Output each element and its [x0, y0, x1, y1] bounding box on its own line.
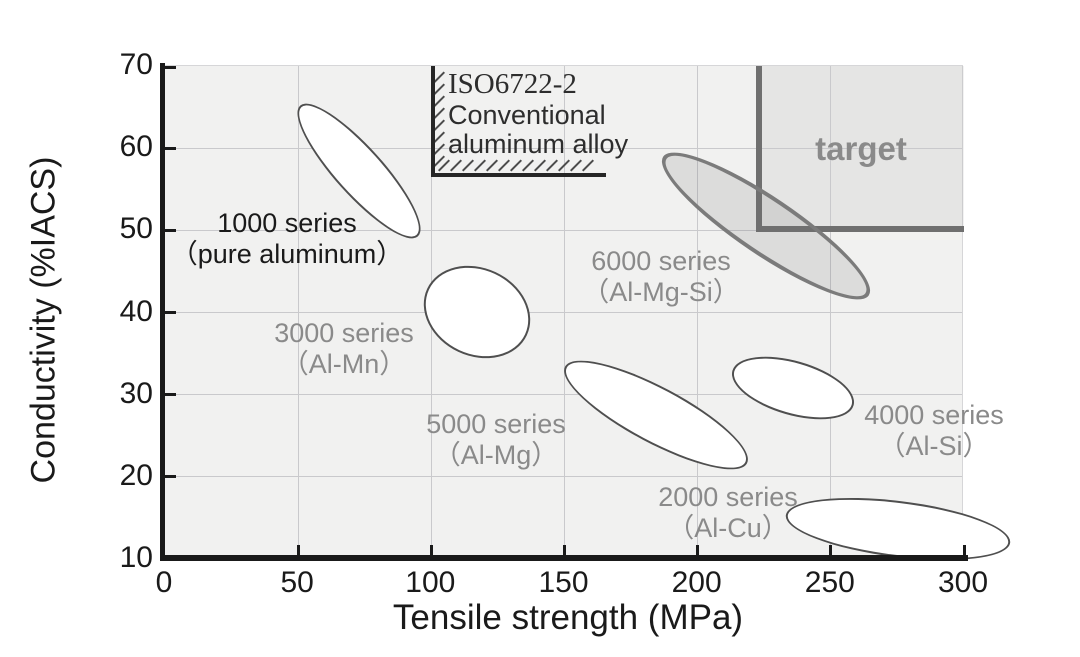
y-tick-label-50: 50	[119, 212, 153, 246]
region-label-6000: 6000 series （Al-Mg-Si）	[582, 246, 740, 308]
y-tick-label-10: 10	[119, 541, 153, 574]
iso-hatch-stroke	[473, 159, 487, 172]
gridline-x-50	[297, 66, 299, 557]
iso-hatch-stroke	[581, 159, 595, 172]
x-tick-label-50: 50	[280, 566, 314, 599]
y-tick-label-70: 70	[119, 48, 153, 81]
x-axis-title: Tensile strength (MPa)	[392, 598, 744, 637]
region-label-2000-name: 2000 series	[658, 482, 798, 512]
x-tick-label-150: 150	[538, 566, 589, 599]
region-label-4000: 4000 series （Al-Si）	[864, 400, 1004, 462]
region-label-6000-name: 6000 series	[591, 246, 731, 276]
gridline-y-40	[165, 312, 962, 313]
x-tick-label-100: 100	[405, 566, 456, 599]
y-tick-20	[165, 475, 176, 479]
gridline-y-50	[165, 229, 962, 231]
iso-hatch-stroke	[485, 159, 499, 172]
iso-corner-vline	[431, 66, 435, 177]
gridline-x-150	[564, 66, 565, 557]
x-tick-100	[429, 545, 433, 557]
iso-hatch-stroke	[533, 159, 547, 172]
region-label-4000-name: 4000 series	[864, 400, 1004, 430]
gridline-x-250	[830, 66, 832, 557]
target-corner-hline	[756, 226, 964, 232]
region-label-1000: 1000 series （pure aluminum）	[171, 208, 404, 270]
iso-hatch-stroke	[497, 159, 511, 172]
target-corner-vline	[756, 66, 762, 232]
target-region-fill	[759, 66, 964, 229]
region-label-1000-name: 1000 series	[217, 208, 357, 238]
region-label-2000-composition: （Al-Cu）	[667, 513, 789, 543]
region-label-3000-name: 3000 series	[274, 318, 414, 348]
x-tick-label-250: 250	[804, 566, 855, 599]
y-tick-label-60: 60	[119, 130, 153, 164]
target-label: target	[815, 130, 907, 167]
x-tick-label-200: 200	[671, 566, 722, 599]
y-tick-label-20: 20	[119, 458, 153, 492]
gridline-y-30	[165, 394, 962, 396]
plot-canvas: target ISO6722-2 Conventional aluminum a…	[165, 66, 1014, 571]
gridline-x-200	[697, 66, 699, 557]
iso-annotation-line3: aluminum alloy	[448, 129, 629, 159]
region-label-3000-composition: （Al-Mn）	[281, 349, 407, 379]
region-ellipse-5000	[551, 341, 761, 489]
y-tick-60	[165, 146, 176, 150]
y-tick-30	[165, 393, 176, 397]
region-label-3000: 3000 series （Al-Mn）	[274, 318, 414, 380]
y-tick-label-30: 30	[119, 376, 153, 410]
iso-annotation-line2: Conventional	[448, 100, 606, 130]
x-tick-300	[962, 545, 966, 557]
region-label-2000: 2000 series （Al-Cu）	[658, 482, 798, 544]
y-axis-line	[160, 63, 165, 561]
iso-corner-hline	[431, 173, 606, 177]
x-tick-50	[296, 545, 300, 557]
y-tick-label-40: 40	[119, 294, 153, 328]
region-label-6000-composition: （Al-Mg-Si）	[582, 277, 740, 307]
iso-hatch-stroke	[545, 159, 559, 172]
iso-hatch-stroke	[509, 159, 523, 172]
y-tick-40	[165, 311, 176, 314]
region-label-4000-composition: （Al-Si）	[878, 431, 990, 461]
iso-hatch-stroke	[461, 159, 475, 172]
y-axis-title: Conductivity (%IACS)	[24, 156, 63, 484]
iso-hatch-stroke	[449, 159, 463, 172]
region-label-5000: 5000 series （Al-Mg）	[426, 409, 566, 471]
y-tick-70	[165, 66, 176, 69]
region-ellipse-4000	[724, 344, 862, 432]
iso-standard-name: ISO6722-2	[448, 68, 577, 100]
x-axis-line	[160, 555, 968, 561]
x-tick-200	[696, 545, 700, 557]
region-label-1000-composition: （pure aluminum）	[170, 239, 404, 269]
gridline-y-20	[165, 476, 962, 478]
x-tick-label-0: 0	[155, 566, 173, 599]
plot-area: target ISO6722-2 Conventional aluminum a…	[164, 65, 1014, 571]
gridline-y-60	[165, 147, 962, 149]
x-tick-label-300: 300	[937, 566, 989, 599]
x-tick-150	[563, 545, 566, 557]
region-label-5000-composition: （Al-Mg）	[433, 440, 559, 470]
region-ellipse-3000	[408, 248, 546, 376]
iso-hatch-stroke	[521, 159, 535, 172]
y-tick-50	[165, 228, 176, 232]
x-tick-250	[829, 545, 833, 557]
iso-annotation: ISO6722-2 Conventional aluminum alloy	[448, 67, 628, 159]
iso-hatch-stroke	[569, 159, 583, 172]
region-label-5000-name: 5000 series	[426, 409, 566, 439]
